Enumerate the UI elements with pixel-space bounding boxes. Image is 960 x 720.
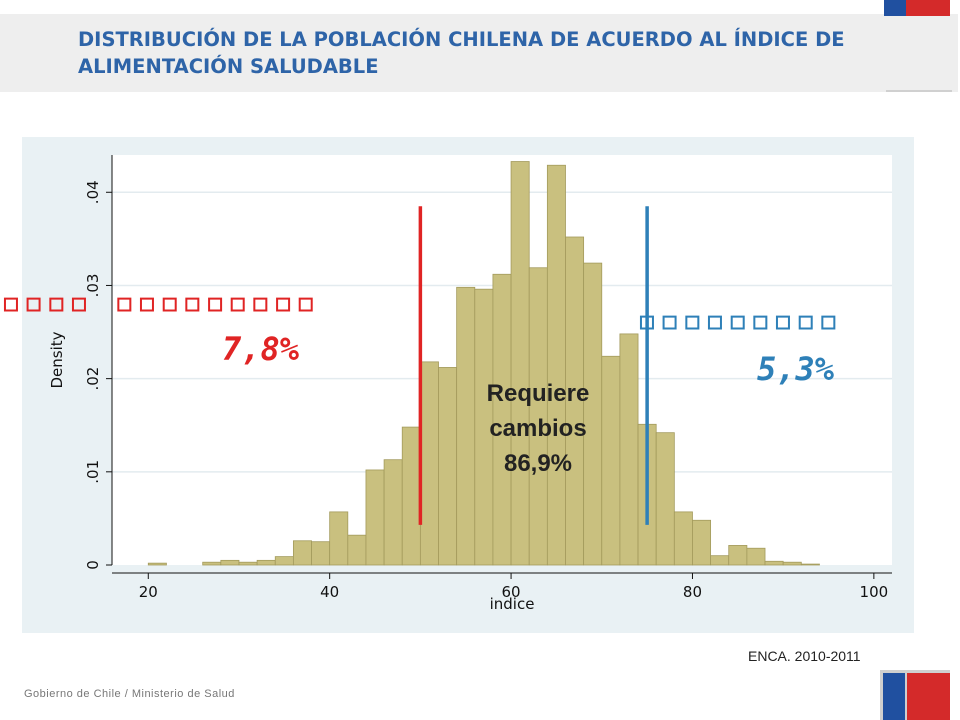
- histogram-bar: [256, 559, 276, 566]
- histogram-bar: [764, 560, 784, 566]
- histogram-bar: [655, 432, 675, 566]
- left-annotation-percent: 7,8%: [222, 330, 300, 368]
- histogram-bar: [147, 562, 167, 566]
- chile-flag-bottom-icon: [880, 670, 950, 720]
- histogram-bar: [673, 511, 693, 566]
- histogram-bar: [782, 561, 802, 566]
- histogram-bar: [619, 333, 639, 566]
- histogram-bar: [728, 545, 748, 566]
- histogram-bar: [800, 563, 820, 566]
- left-annotation-heading: ▫▫▫▫ ▫▫▫▫▫▫▫▫▫: [0, 282, 318, 323]
- source-label: ENCA. 2010-2011: [748, 648, 861, 664]
- y-axis-label: Density: [48, 331, 66, 388]
- center-annotation-line-3: 86,9%: [503, 450, 573, 477]
- x-tick-label: 20: [139, 583, 158, 601]
- center-annotation: Requiere cambios 86,9%: [458, 376, 618, 481]
- histogram-bar: [220, 559, 240, 566]
- histogram-bar: [692, 519, 712, 566]
- flag-underline: [886, 90, 952, 92]
- histogram-bar: [710, 555, 730, 566]
- histogram-chart: 0 .01 .02 .03 .04 20 40 60 80 100 indice Density: [48, 155, 892, 613]
- footer-text: Gobierno de Chile / Ministerio de Salud: [24, 688, 235, 700]
- histogram-bar: [383, 459, 403, 566]
- histogram-bar: [311, 541, 331, 566]
- histogram-bar: [329, 511, 349, 566]
- title-band: [0, 14, 958, 92]
- histogram-bar: [419, 361, 439, 566]
- x-tick-label: 60: [502, 583, 521, 601]
- page-title: DISTRIBUCIÓN DE LA POBLACIÓN CHILENA DE …: [78, 28, 845, 78]
- histogram-bar: [510, 161, 530, 566]
- y-tick-label: .02: [84, 367, 102, 391]
- histogram-bar: [401, 426, 421, 566]
- center-annotation-line-2: cambios: [489, 415, 587, 442]
- right-annotation-heading: ▫▫▫▫▫▫▫▫▫: [636, 300, 841, 341]
- chile-flag-icon: [884, 0, 950, 16]
- center-annotation-line-1: Requiere: [486, 380, 590, 407]
- histogram-bar: [202, 561, 222, 566]
- y-tick-label: 0: [84, 560, 102, 570]
- histogram-bar: [438, 367, 458, 566]
- histogram-bar: [238, 561, 258, 566]
- x-axis-label: indice: [490, 595, 535, 613]
- histogram-bar: [347, 534, 367, 566]
- y-tick-label: .01: [84, 460, 102, 484]
- x-tick-label: 80: [683, 583, 702, 601]
- histogram-bar: [292, 540, 312, 566]
- histogram-bar: [746, 547, 766, 566]
- histogram-bar: [274, 556, 294, 566]
- y-tick-label: .03: [84, 274, 102, 298]
- x-tick-label: 100: [860, 583, 889, 601]
- y-tick-label: .04: [84, 180, 102, 204]
- chart-container: 0 .01 .02 .03 .04 20 40 60 80 100 indice Density: [22, 137, 914, 633]
- right-annotation-percent: 5,3%: [757, 350, 835, 388]
- histogram-bar: [365, 469, 385, 566]
- histogram-bar: [546, 164, 566, 566]
- x-tick-label: 40: [320, 583, 339, 601]
